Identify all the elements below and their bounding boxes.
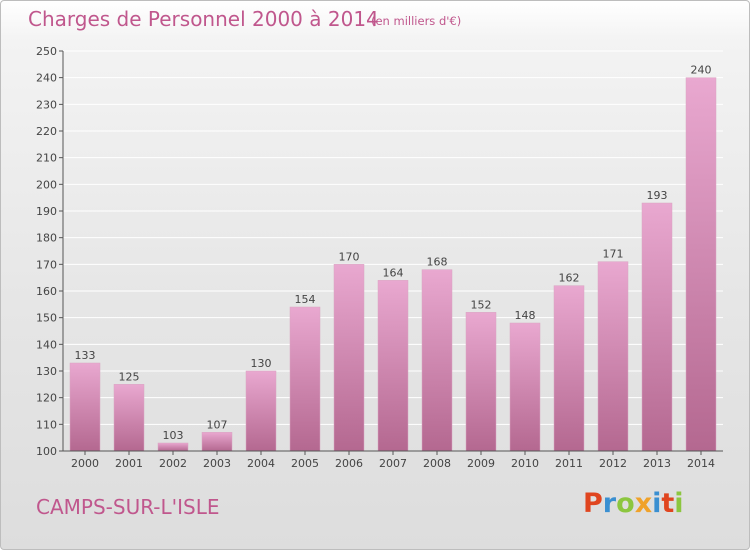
data-label: 168 (427, 256, 448, 269)
data-label: 152 (471, 298, 492, 311)
bar (333, 264, 365, 452)
bar (113, 384, 145, 452)
x-tick-label: 2014 (687, 457, 715, 470)
x-tick-label: 2001 (115, 457, 143, 470)
data-label: 164 (383, 266, 404, 279)
bar (641, 202, 673, 452)
y-tick-label: 150 (36, 312, 57, 325)
bar (69, 362, 101, 452)
data-label: 154 (295, 293, 316, 306)
x-tick-label: 2013 (643, 457, 671, 470)
data-label: 125 (119, 370, 140, 383)
place-name: CAMPS-SUR-L'ISLE (36, 495, 220, 519)
chart-title: Charges de Personnel 2000 à 2014 (28, 7, 379, 31)
y-tick-label: 190 (36, 205, 57, 218)
y-tick-label: 140 (36, 338, 57, 351)
data-label: 130 (251, 357, 272, 370)
bar (377, 280, 409, 452)
logo-letter: r (602, 488, 617, 519)
bars (69, 77, 717, 452)
y-tick-label: 120 (36, 392, 57, 405)
x-tick-label: 2006 (335, 457, 363, 470)
logo-letter: t (661, 488, 675, 519)
x-tick-label: 2000 (71, 457, 99, 470)
y-tick-label: 200 (36, 178, 57, 191)
x-tick-label: 2010 (511, 457, 539, 470)
x-tick-label: 2009 (467, 457, 495, 470)
x-tick-label: 2012 (599, 457, 627, 470)
bar (289, 306, 321, 452)
x-tick-label: 2008 (423, 457, 451, 470)
y-tick-label: 250 (36, 45, 57, 58)
axes: 100 110 120 130 140 150 160 170 180 190 200 210 220 2… (36, 45, 723, 470)
y-tick-label: 180 (36, 232, 57, 245)
bar (201, 432, 233, 452)
bar (465, 312, 497, 452)
y-tick-label: 110 (36, 418, 57, 431)
y-tick-label: 220 (36, 125, 57, 138)
x-tick-label: 2004 (247, 457, 275, 470)
y-tick-label: 210 (36, 152, 57, 165)
logo-letter: o (616, 488, 635, 519)
unit-note: (en milliers d'€) (371, 14, 462, 28)
bar (421, 269, 453, 452)
y-tick-label: 170 (36, 258, 57, 271)
logo-letter: i (652, 488, 662, 519)
bar (509, 322, 541, 452)
y-tick-label: 100 (36, 445, 57, 458)
data-label: 170 (339, 250, 360, 263)
bar (245, 370, 277, 452)
x-tick-label: 2003 (203, 457, 231, 470)
proxiti-logo: Proxiti (583, 488, 684, 519)
y-tick-label: 160 (36, 285, 57, 298)
x-tick-label: 2002 (159, 457, 187, 470)
x-tick-label: 2007 (379, 457, 407, 470)
data-label: 148 (515, 309, 536, 322)
bar (597, 261, 629, 452)
data-label: 240 (691, 64, 712, 77)
y-tick-label: 240 (36, 72, 57, 85)
x-tick-label: 2005 (291, 457, 319, 470)
logo-letter: i (674, 488, 684, 519)
bar (685, 77, 717, 452)
bar (157, 442, 189, 452)
logo-letter: x (634, 488, 653, 519)
data-label: 162 (559, 272, 580, 285)
x-tick-label: 2011 (555, 457, 583, 470)
logo-letter: P (583, 488, 603, 519)
data-label: 103 (163, 429, 184, 442)
y-tick-label: 130 (36, 365, 57, 378)
data-label: 193 (647, 189, 668, 202)
bar (553, 285, 585, 452)
data-label: 107 (207, 418, 228, 431)
data-labels: 133 125 103 107 130 154 170 164 168 152 148 162 171 1… (75, 64, 712, 442)
y-tick-label: 230 (36, 98, 57, 111)
data-label: 133 (75, 349, 96, 362)
data-label: 171 (603, 248, 624, 261)
